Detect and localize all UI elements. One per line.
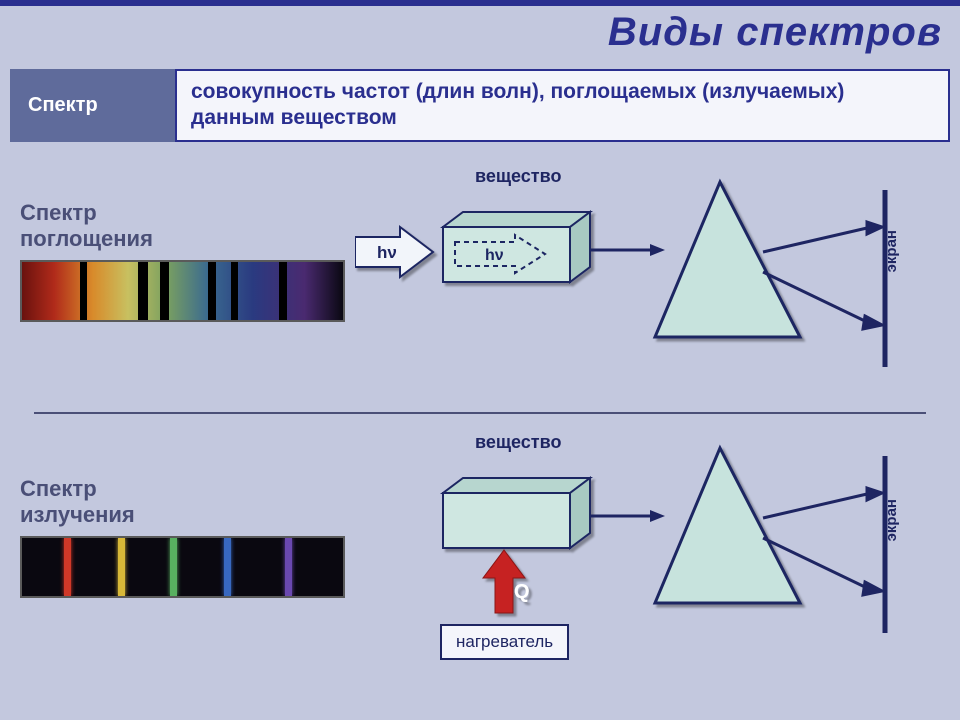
- q-label: Q: [514, 581, 530, 603]
- definition-row: Спектр совокупность частот (длин волн), …: [10, 69, 950, 142]
- heat-arrow: Q: [483, 550, 530, 613]
- hv-incoming-arrow: hν: [355, 227, 433, 277]
- emission-spectrum-band: [20, 536, 345, 598]
- absorption-section: Спектр поглощения вещество экран hν hν: [0, 152, 960, 412]
- absorption-diagram: hν hν: [355, 172, 915, 382]
- emission-label: Спектр излучения: [20, 476, 135, 529]
- heater-box: нагреватель: [440, 624, 569, 660]
- title-row: Виды спектров: [0, 6, 960, 65]
- absorption-prism: [655, 182, 800, 337]
- arrowhead: [650, 510, 665, 522]
- hv-in-text: hν: [377, 243, 397, 262]
- hv-box-text: hν: [485, 247, 504, 264]
- emission-substance-box: [443, 478, 590, 548]
- absorption-label: Спектр поглощения: [20, 200, 153, 253]
- absorption-substance-box: hν: [443, 212, 590, 282]
- page-title: Виды спектров: [608, 10, 942, 55]
- emission-diagram: Q: [355, 438, 915, 688]
- definition-body: совокупность частот (длин волн), поглоща…: [175, 69, 950, 142]
- absorption-spectrum-band: [20, 260, 345, 322]
- emission-prism: [655, 448, 800, 603]
- definition-tab: Спектр: [10, 69, 175, 142]
- arrowhead: [650, 244, 665, 256]
- emission-section: Спектр излучения вещество экран: [0, 414, 960, 704]
